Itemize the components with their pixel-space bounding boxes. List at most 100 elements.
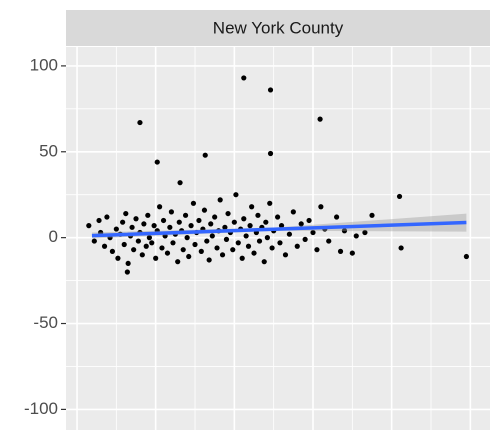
point [133,216,139,222]
point [225,210,231,217]
point [263,219,269,225]
y-tick-label: -100 [24,399,58,418]
point [267,200,273,206]
point [201,207,208,213]
point [159,245,165,251]
point [153,255,159,261]
point [255,212,261,218]
point [175,259,181,265]
y-tick-label: -50 [33,313,58,332]
point [235,240,241,246]
point [190,200,197,206]
point [121,241,127,248]
point [398,245,404,251]
point [282,252,289,258]
point [135,238,141,244]
point [182,212,189,218]
point [241,75,247,81]
point [177,180,183,186]
point [123,210,129,217]
point [184,235,190,241]
point [86,223,92,229]
point [267,150,274,157]
point [129,224,135,230]
point [208,221,214,227]
point [115,255,121,261]
point [124,269,130,275]
point [145,212,151,218]
point [217,197,223,203]
point [264,235,270,241]
point [96,217,102,224]
point [334,214,340,220]
point [233,192,239,198]
point [261,259,267,265]
y-tick-label: 100 [30,55,58,74]
point [314,247,320,253]
point [353,233,359,239]
point [349,250,355,256]
point [222,224,228,230]
point [275,214,281,220]
point [198,248,204,254]
point [164,250,171,256]
point [230,247,236,253]
point [256,238,263,244]
point [341,228,348,234]
point [176,219,182,225]
point [204,238,210,244]
point [463,253,470,260]
point [267,87,274,93]
y-tick-label: 50 [39,141,58,160]
point [306,217,312,224]
point [91,238,97,244]
point [231,219,237,225]
point [214,245,220,251]
point [120,219,126,225]
point [269,245,275,251]
point [302,236,308,242]
point [157,204,163,210]
point [290,209,296,215]
point [149,240,155,246]
panel [66,47,490,430]
point [209,233,215,239]
point [160,217,167,224]
point [186,253,192,260]
point [286,231,293,237]
point [318,204,324,210]
point [249,204,255,210]
point [396,193,403,200]
y-tick-label: 0 [49,227,58,246]
point [143,243,149,249]
point [101,243,108,249]
point [369,212,375,218]
point [141,221,147,227]
point [167,224,173,230]
point [241,216,247,222]
point [337,248,344,254]
point [125,260,131,267]
point [278,223,285,229]
point [223,236,230,242]
point [247,223,253,229]
point [151,223,157,229]
point [137,119,143,126]
point [239,255,245,261]
facet-strip [66,10,490,46]
point [310,229,316,236]
point [219,252,226,258]
point [131,247,137,253]
point [298,221,304,227]
point [317,116,323,122]
point [294,243,300,249]
point [277,240,283,246]
smooth-line [91,220,467,238]
point [180,247,186,253]
point [113,226,119,232]
point [109,248,116,254]
point [192,241,198,248]
point [251,250,257,256]
point [202,152,208,158]
point [362,229,368,236]
